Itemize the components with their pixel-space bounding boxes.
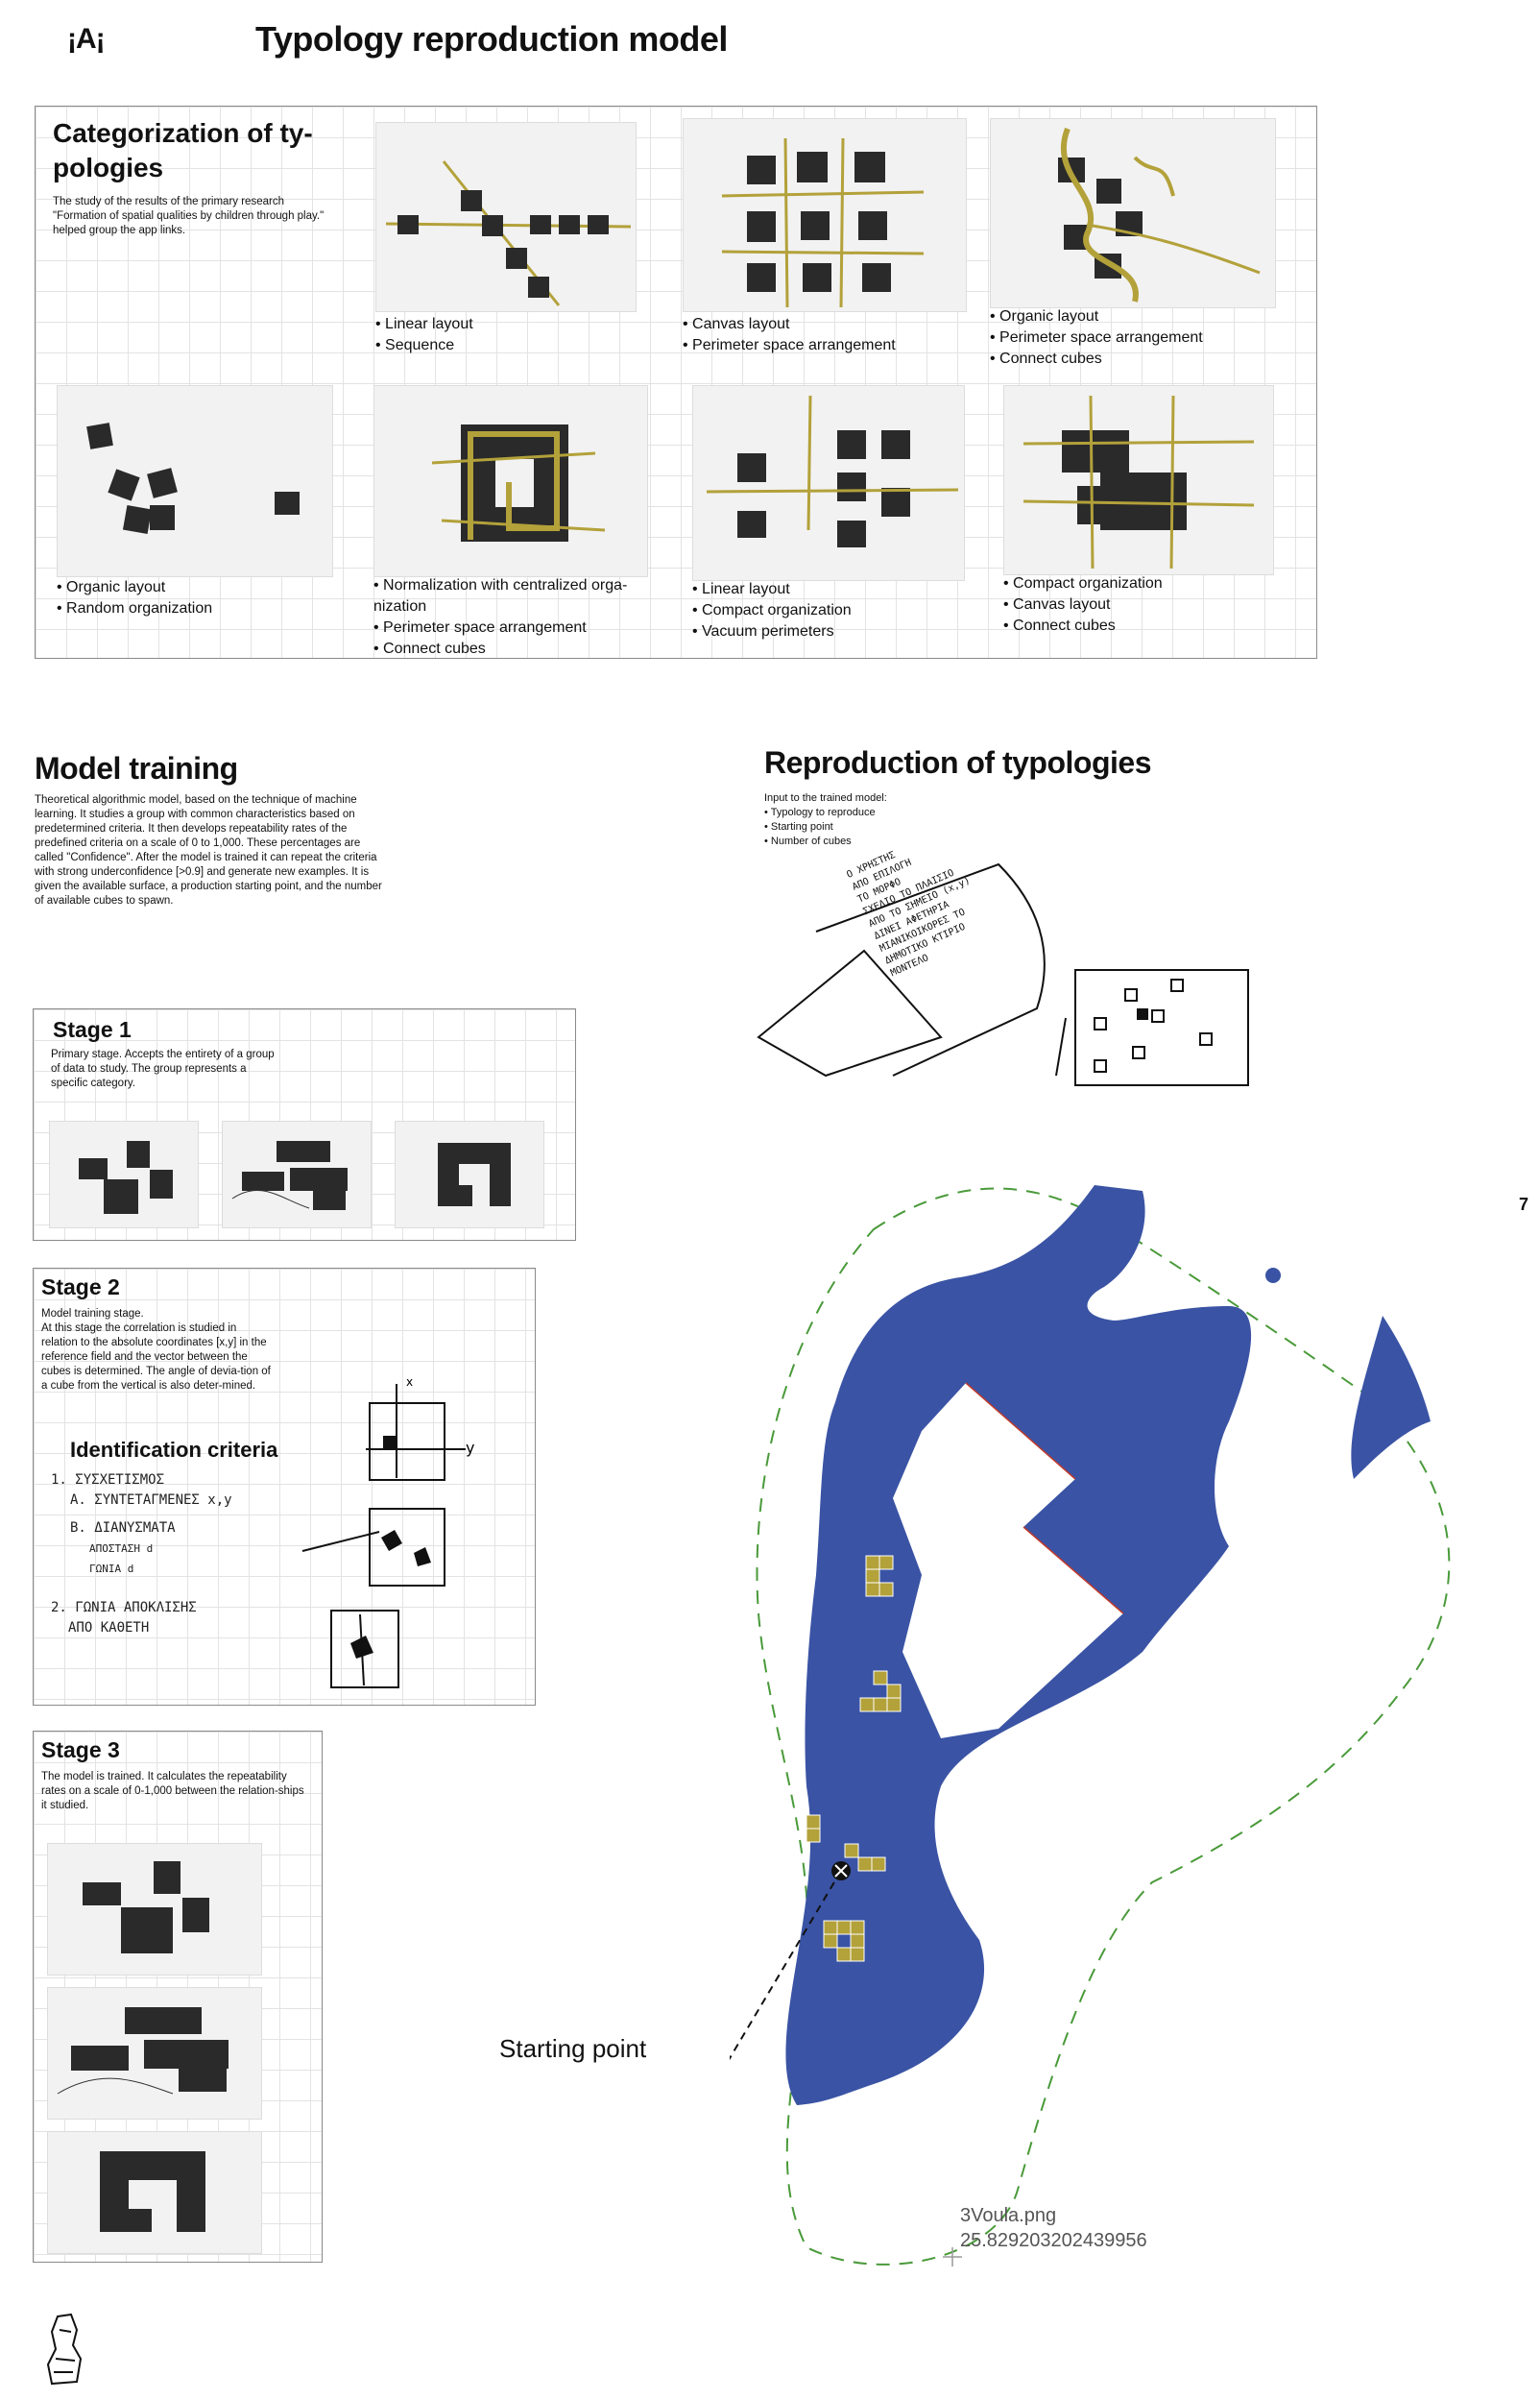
categorization-panel: Categorization of ty- pologies The study…	[35, 106, 1317, 659]
identification-handwriting: 1. ΣΥΣΧΕΤΙΣΜΟΣ Α. ΣΥΝΤΕΤΑΓΜΕΝΕΣ x,y Β. Δ…	[51, 1472, 232, 1636]
water-blob-right	[1351, 1316, 1431, 1479]
reproduction-title: Reproduction of typologies	[764, 745, 1151, 780]
stage-1-panel: Stage 1 Primary stage. Accepts the entir…	[33, 1008, 576, 1241]
stage-3-text: The model is trained. It calculates the …	[41, 1771, 304, 1811]
stage-1-title: Stage 1	[53, 1017, 132, 1042]
map-value: 25.829203202439956	[960, 2230, 1147, 2251]
axis-y-label: y	[466, 1439, 474, 1457]
stage-3-sketch-c	[47, 2131, 262, 2254]
sketch-2-labels: Canvas layoutPerimeter space arrangement	[683, 314, 896, 356]
sketch-7-labels: Compact organizationCanvas layoutConnect…	[1003, 573, 1163, 637]
model-training-description: Theoretical algorithmic model, based on …	[35, 794, 382, 907]
stage-1-sketch-c	[395, 1121, 544, 1228]
stage-1-sketch-b	[222, 1121, 372, 1228]
emblem-icon	[46, 2313, 83, 2386]
identification-criteria-title: Identification criteria	[70, 1438, 278, 1462]
reproduction-inputs: Input to the trained model: Typology to …	[764, 791, 887, 849]
stage-2-panel: Stage 2 Model training stage. At this st…	[33, 1268, 536, 1706]
reproduction-sketch: Ο ΧΡΗΣΤΗΣ ΑΠΟ ΕΠΙΛΟΓΗ ΤΟ ΜΟΡΦΟ ΣΧΕΔΙΟ ΤΟ…	[749, 845, 1306, 1104]
page-title: Typology reproduction model	[255, 19, 728, 59]
map-file-name: 3Voula.png	[960, 2205, 1057, 2226]
stage-3-title: Stage 3	[41, 1737, 120, 1762]
stage-1-text: Primary stage. Accepts the entirety of a…	[51, 1049, 275, 1089]
sketch-organic-connect	[990, 118, 1276, 308]
sketch-random-organization	[57, 385, 333, 577]
voula-map	[730, 1185, 1451, 2267]
categorization-title: Categorization of ty- pologies	[53, 118, 313, 182]
stage-1-sketch-a	[49, 1121, 199, 1228]
stage-3-sketch-b	[47, 1987, 262, 2120]
sketch-linear-layout	[375, 122, 637, 312]
sketch-linear-compact	[692, 385, 965, 581]
axis-x-label: x	[406, 1375, 413, 1389]
starting-point-label: Starting point	[499, 2034, 647, 2063]
categorization-description: The study of the results of the primary …	[53, 196, 325, 236]
edge-red	[965, 1382, 1124, 1614]
crosshair-icon	[943, 2247, 962, 2267]
water-blob-small	[1265, 1268, 1281, 1283]
cube-cluster	[806, 1555, 902, 1962]
page-number: 7	[1519, 1195, 1529, 1214]
land-inner	[893, 1383, 1123, 1738]
boundary-dashed	[756, 1187, 1451, 2266]
sketch-4-labels: Organic layoutRandom organization	[57, 577, 212, 619]
sketch-canvas-layout	[683, 118, 967, 312]
criteria-diagram: y x	[301, 1375, 474, 1688]
sketch-normalization	[373, 385, 648, 577]
logo: ¡A¡	[67, 23, 106, 55]
stage-3-panel: Stage 3 The model is trained. It calcula…	[33, 1731, 323, 2263]
sketch-6-labels: Linear layoutCompact organizationVacuum …	[692, 579, 852, 642]
stage-3-sketch-a	[47, 1843, 262, 1976]
sketch-5-labels: Normalization with centralized orga- niz…	[373, 575, 662, 660]
model-training-title: Model training	[35, 751, 238, 786]
stage-2-title: Stage 2	[41, 1274, 120, 1299]
stage-2-text: Model training stage. At this stage the …	[41, 1308, 271, 1392]
sketch-compact-canvas	[1003, 385, 1274, 575]
sketch-3-labels: Organic layoutPerimeter space arrangemen…	[990, 306, 1203, 370]
sketch-1-labels: Linear layoutSequence	[375, 314, 473, 356]
